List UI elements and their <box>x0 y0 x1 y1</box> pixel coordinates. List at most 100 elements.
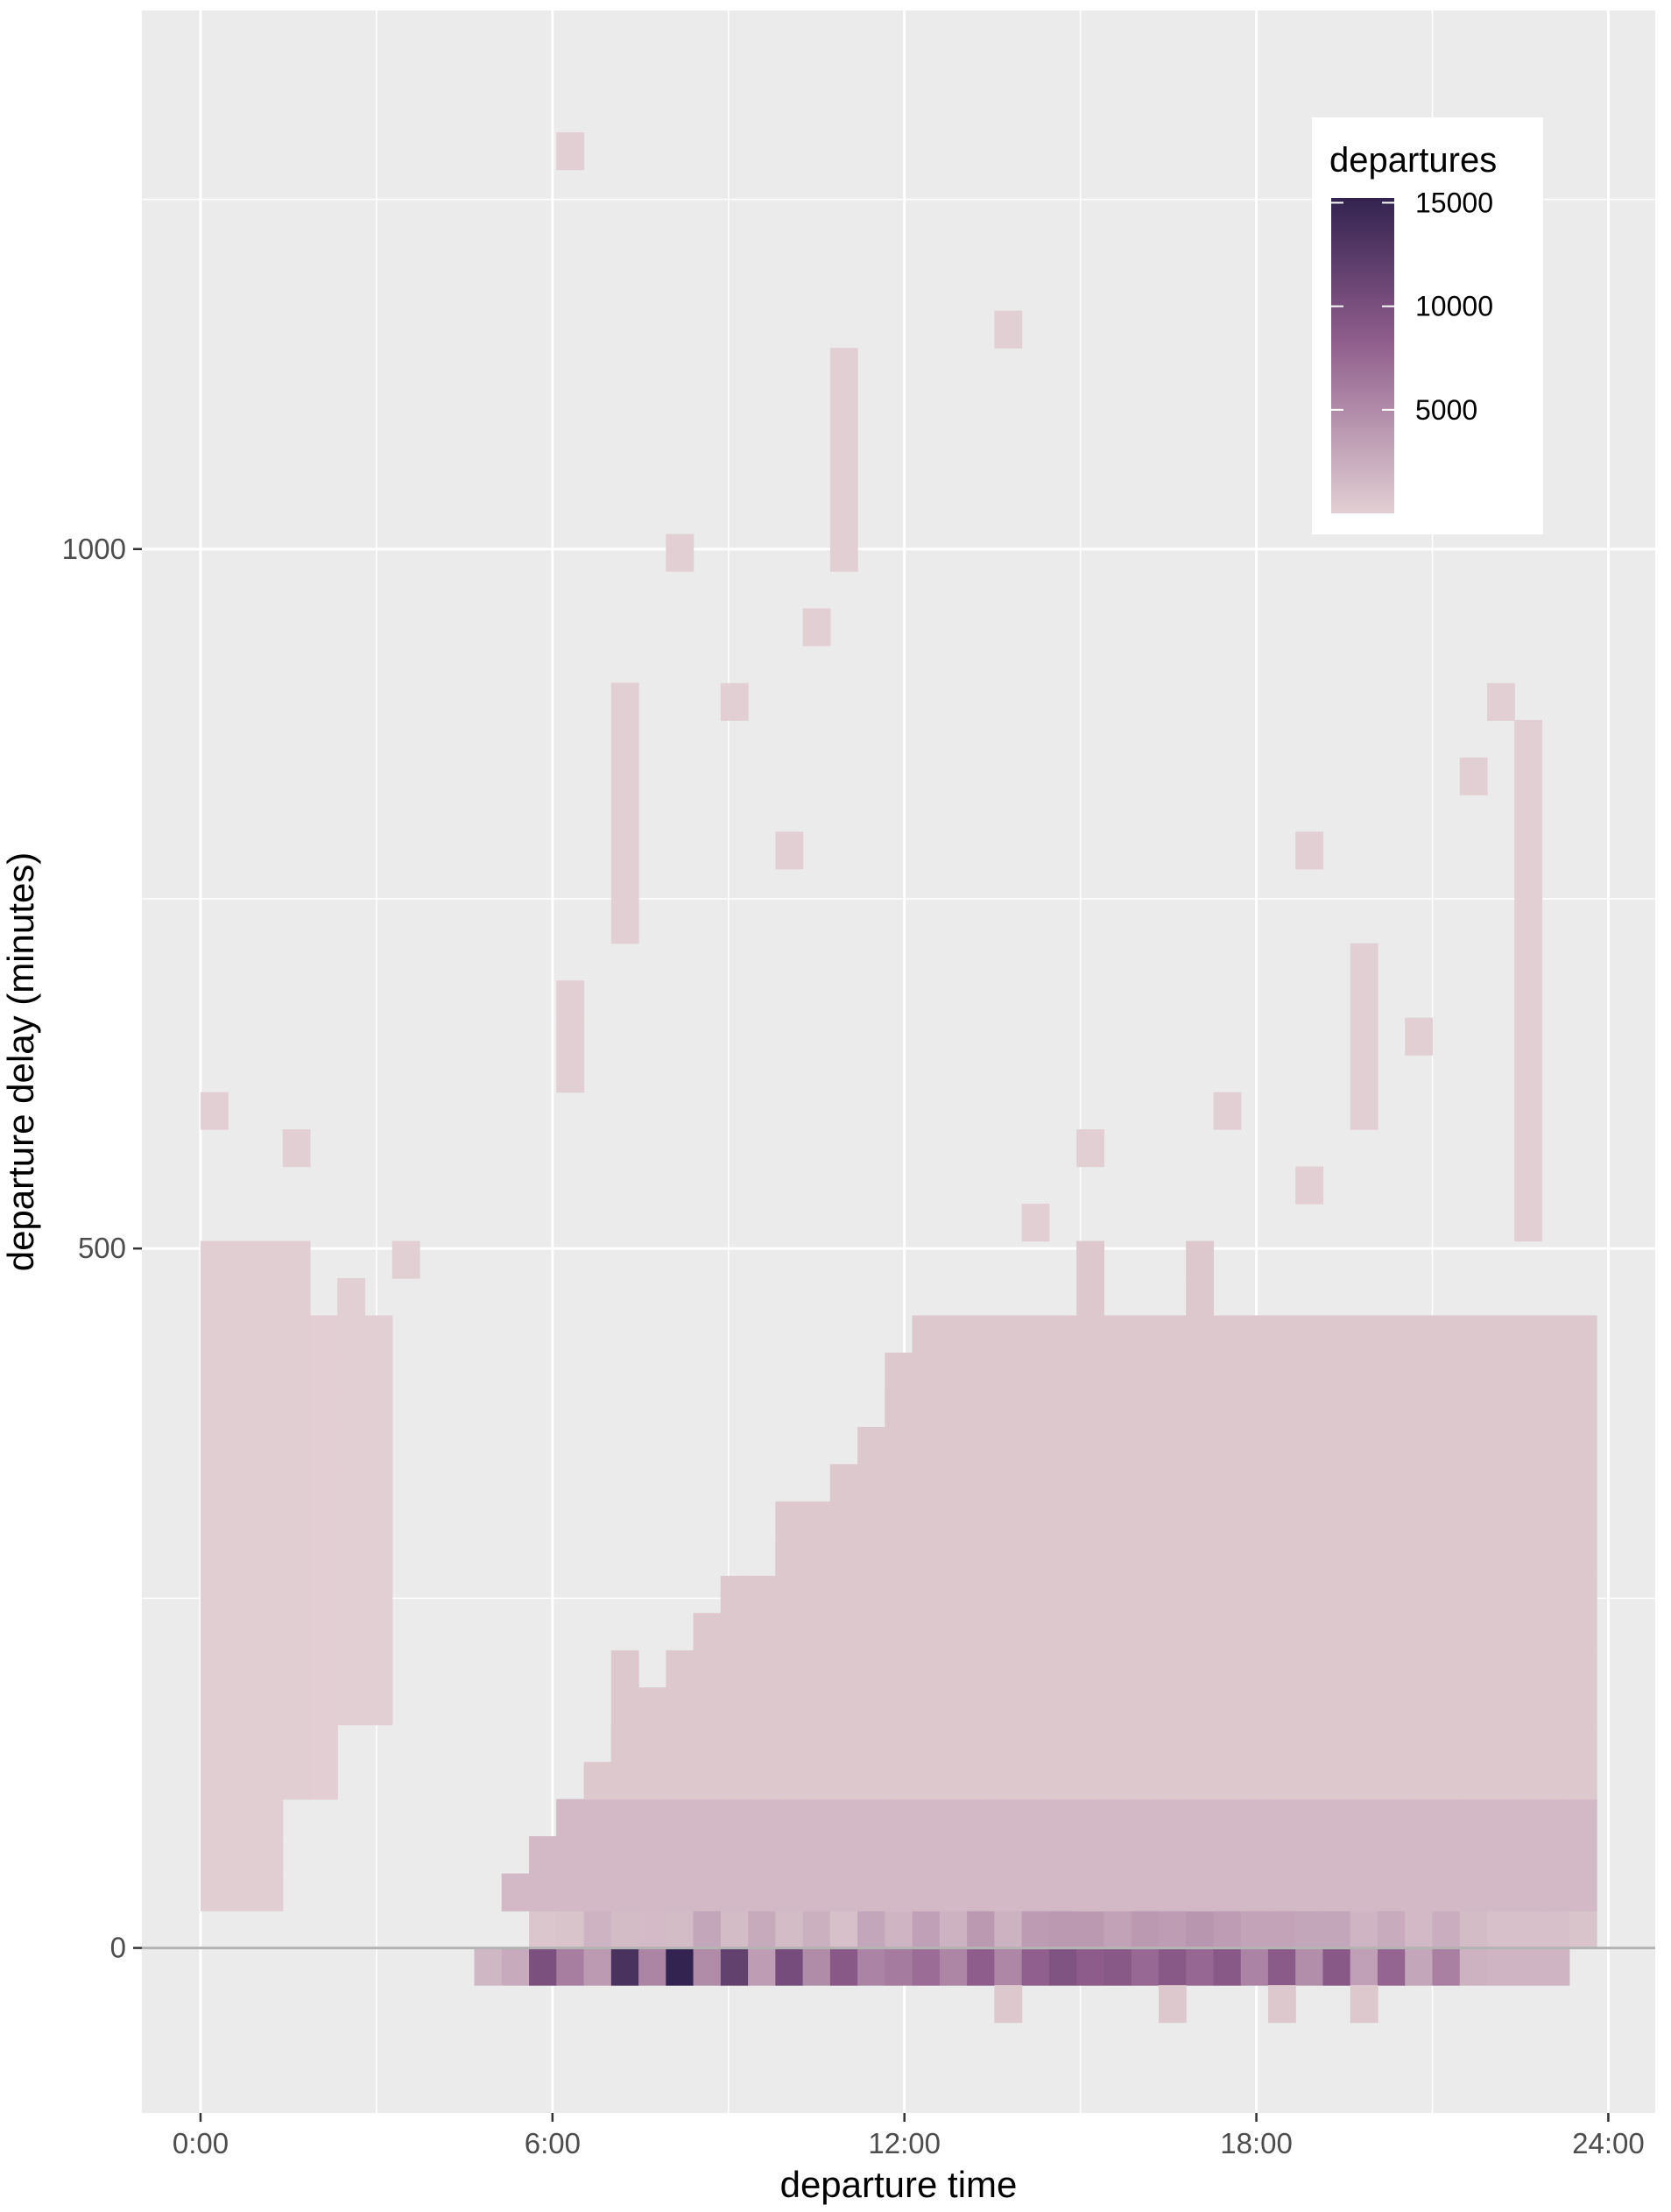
tile-band-34-146 <box>1131 1724 1160 1763</box>
tile-band-14-67 <box>583 1836 612 1875</box>
tile-sparse-40-10 <box>1514 831 1543 870</box>
tile-band-49-359 <box>1541 1426 1570 1466</box>
tile-band-30-439 <box>1021 1315 1050 1353</box>
tile-band-47-226 <box>1487 1613 1515 1651</box>
tile-sparse-20 <box>720 682 749 721</box>
tile-band-24-93 <box>857 1799 885 1837</box>
tile-band-46-226 <box>1459 1613 1488 1651</box>
tile-band-40-67 <box>1295 1836 1324 1875</box>
tile-band-47-173 <box>1487 1687 1515 1726</box>
tile-band-38-306 <box>1240 1501 1269 1539</box>
tile-band-44-253 <box>1405 1575 1434 1614</box>
tile-band-44-120 <box>1405 1762 1434 1800</box>
tile-sparse-40-6 <box>1514 980 1543 1019</box>
tile-row0-col45 <box>1432 1947 1461 1986</box>
tile-band-39-412 <box>1267 1352 1296 1391</box>
tile-band-30-279 <box>1021 1538 1050 1577</box>
tile-band-45-200 <box>1432 1650 1461 1688</box>
tile-sparse-13-2 <box>556 980 585 1019</box>
tile-band-34-279 <box>1131 1538 1160 1577</box>
tile-band-41-279 <box>1322 1538 1351 1577</box>
tile-band-22-306 <box>802 1501 831 1539</box>
tile-band-26-333 <box>912 1464 941 1502</box>
tile-band-50-279 <box>1569 1538 1597 1577</box>
tile-sparse-2-0 <box>228 1873 257 1912</box>
tile-band-26-386 <box>912 1389 941 1428</box>
tile-band-40-359 <box>1295 1426 1324 1466</box>
tile-band-28-226 <box>967 1613 995 1651</box>
tile-band-26-200 <box>912 1650 941 1688</box>
tile-band-25-146 <box>885 1724 913 1763</box>
tile-sparse-29 <box>1021 1204 1050 1242</box>
tile-row1-col38 <box>1240 1911 1269 1949</box>
tile-band-27-412 <box>939 1352 968 1391</box>
tile-sparse-34 <box>1295 1166 1324 1205</box>
tile-band-49-306 <box>1541 1501 1570 1539</box>
tile-low-1 <box>1158 1985 1187 2024</box>
tile-band-36-226 <box>1186 1613 1215 1651</box>
tile-band-29-333 <box>994 1464 1023 1502</box>
tile-band-39-200 <box>1267 1650 1296 1688</box>
tile-row1-col15 <box>610 1911 639 1949</box>
tile-band-13-93 <box>556 1799 585 1837</box>
tile-band-41-173 <box>1322 1687 1351 1726</box>
tile-band-14-120 <box>583 1762 612 1800</box>
tile-band-22-253 <box>802 1575 831 1614</box>
tile-band-47-359 <box>1487 1426 1515 1466</box>
tile-row1-col26 <box>912 1911 941 1949</box>
tile-band-20-146 <box>748 1724 776 1763</box>
y-tick-label-2: 1000 <box>62 533 126 565</box>
tile-band-49-279 <box>1541 1538 1570 1577</box>
tile-sparse-2-1 <box>228 1836 257 1875</box>
tile-band-40-253 <box>1295 1575 1324 1614</box>
tile-band-27-40 <box>939 1873 968 1912</box>
tile-sparse-7-8 <box>337 1389 366 1428</box>
tile-sparse-0-4 <box>200 1724 229 1763</box>
tile-row0-col35 <box>1158 1947 1187 1986</box>
tile-band-24-359 <box>857 1426 885 1466</box>
tile-band-44-306 <box>1405 1501 1434 1539</box>
tile-band-40-386 <box>1295 1389 1324 1428</box>
tile-band-47-253 <box>1487 1575 1515 1614</box>
tile-sparse-4-5 <box>282 1575 311 1614</box>
tile-band-33-120 <box>1103 1762 1132 1800</box>
tile-band-49-253 <box>1541 1575 1570 1614</box>
tile-band-46-173 <box>1459 1687 1488 1726</box>
tile-sparse-4-10 <box>282 1389 311 1428</box>
tile-band-34-439 <box>1131 1315 1160 1353</box>
tile-band-22-279 <box>802 1538 831 1577</box>
tile-sparse-2-2 <box>228 1799 257 1837</box>
tile-row1-col23 <box>829 1911 858 1949</box>
tile-band-21-173 <box>775 1687 804 1726</box>
tile-band-44-40 <box>1405 1873 1434 1912</box>
tile-band-29-439 <box>994 1315 1023 1353</box>
tile-sparse-0-9 <box>200 1538 229 1577</box>
tile-band-42-93 <box>1350 1799 1378 1837</box>
tile-band-19-226 <box>720 1613 749 1651</box>
tile-sparse-7-11 <box>337 1278 366 1317</box>
tile-sparse-0-13 <box>200 1389 229 1428</box>
tile-band-48-253 <box>1514 1575 1543 1614</box>
tile-band-37-93 <box>1213 1799 1242 1837</box>
tile-band-47-412 <box>1487 1352 1515 1391</box>
tile-band-37-120 <box>1213 1762 1242 1800</box>
tile-sparse-7-2 <box>337 1613 366 1651</box>
tile-band-24-146 <box>857 1724 885 1763</box>
tile-band-27-200 <box>939 1650 968 1688</box>
tile-sparse-3-16 <box>255 1278 284 1317</box>
tile-band-16-173 <box>638 1687 666 1726</box>
tile-band-47-279 <box>1487 1538 1515 1577</box>
legend-label-2: 15000 <box>1415 187 1493 218</box>
tile-sparse-16-3 <box>610 794 639 832</box>
tile-band-44-146 <box>1405 1724 1434 1763</box>
tile-band-18-173 <box>693 1687 722 1726</box>
tile-band-41-333 <box>1322 1464 1351 1502</box>
tile-band-27-146 <box>939 1724 968 1763</box>
tile-sparse-13-0 <box>556 1055 585 1093</box>
tile-band-19-173 <box>720 1687 749 1726</box>
tile-sparse-0-3 <box>200 1762 229 1800</box>
tile-band-38-93 <box>1240 1799 1269 1837</box>
tile-band-20-93 <box>748 1799 776 1837</box>
tile-sparse-3-9 <box>255 1538 284 1577</box>
y-axis-title: departure delay (minutes) <box>0 852 41 1272</box>
